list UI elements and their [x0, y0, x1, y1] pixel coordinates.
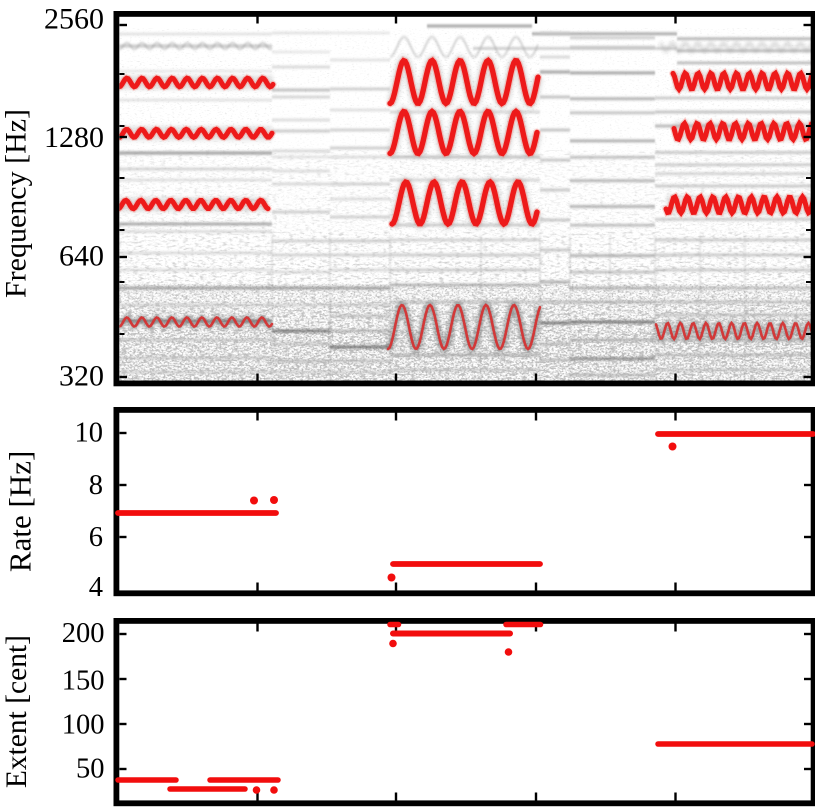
- svg-text:8: 8: [89, 470, 103, 501]
- svg-text:10: 10: [75, 418, 104, 449]
- svg-text:150: 150: [62, 665, 105, 696]
- svg-text:640: 640: [59, 240, 104, 273]
- svg-text:100: 100: [62, 710, 105, 741]
- svg-text:50: 50: [76, 753, 105, 784]
- svg-text:1280: 1280: [44, 121, 104, 154]
- svg-text:Frequency [Hz]: Frequency [Hz]: [0, 109, 33, 298]
- svg-text:Rate [Hz]: Rate [Hz]: [3, 451, 38, 572]
- svg-text:200: 200: [62, 618, 105, 649]
- svg-text:Extent [cent]: Extent [cent]: [1, 635, 33, 788]
- svg-text:4: 4: [89, 572, 103, 603]
- svg-text:2560: 2560: [44, 2, 104, 35]
- svg-text:320: 320: [59, 360, 104, 393]
- svg-text:6: 6: [89, 522, 103, 553]
